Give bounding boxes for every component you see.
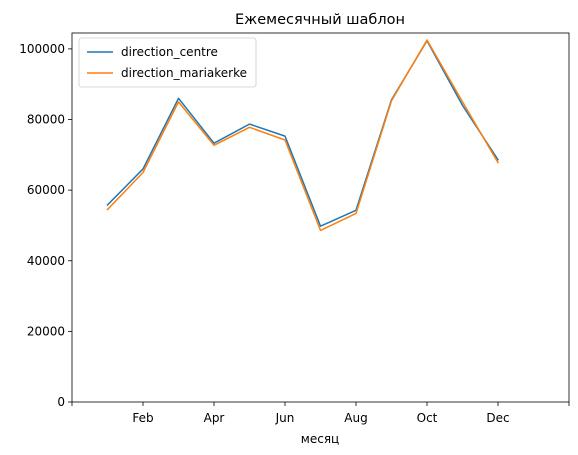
x-tick-label: Aug [344, 411, 367, 425]
y-tick-label: 100000 [19, 42, 65, 56]
x-tick-label: Feb [132, 411, 153, 425]
y-tick-label: 60000 [27, 183, 65, 197]
y-tick-label: 40000 [27, 254, 65, 268]
axes-frame [71, 32, 570, 403]
legend-label-direction_mariakerke: direction_mariakerke [121, 66, 247, 80]
x-tick-label: Oct [417, 411, 438, 425]
plot-area: Feb Apr Jun Aug Oct Dec 0 20000 40000 60000 80000 1… [19, 32, 570, 425]
legend: direction_centre direction_mariakerke [78, 37, 257, 88]
x-tick-label: Jun [275, 411, 295, 425]
legend-box [78, 37, 257, 88]
x-axis-label: месяц [301, 432, 339, 446]
x-tick-label: Dec [486, 411, 509, 425]
y-tick-label: 0 [57, 395, 65, 409]
x-tick-label: Apr [204, 411, 225, 425]
legend-label-direction_centre: direction_centre [121, 45, 218, 59]
y-tick-label: 80000 [27, 113, 65, 127]
y-tick-label: 20000 [27, 324, 65, 338]
chart-title: Ежемесячный шаблон [235, 12, 405, 28]
series-line-direction_mariakerke [106, 39, 500, 232]
